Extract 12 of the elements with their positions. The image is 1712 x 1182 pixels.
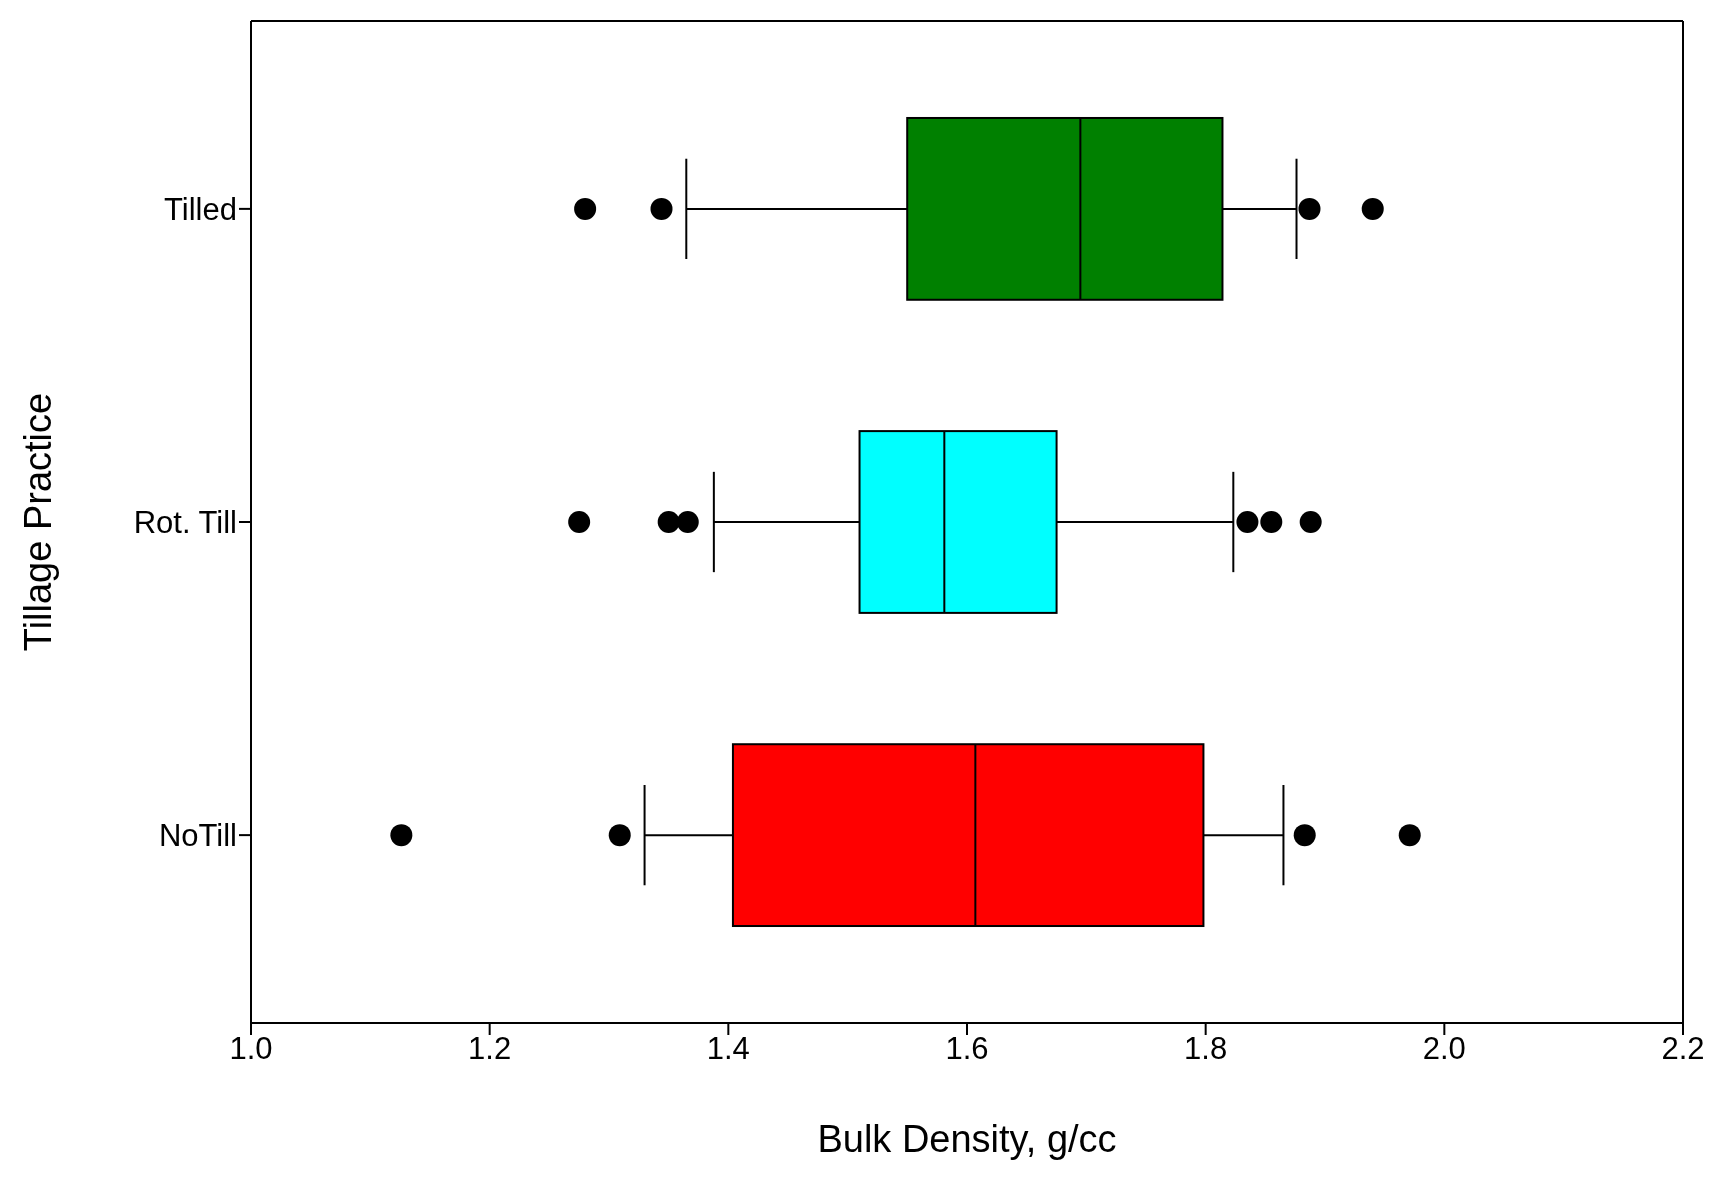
y-tick-label: NoTill [158, 818, 237, 854]
y-tick-label: Rot. Till [133, 505, 237, 541]
x-tick-label: 2.2 [1661, 1031, 1705, 1067]
y-axis-title: Tillage Practice [17, 392, 60, 652]
x-tick-label: 1.8 [1184, 1031, 1228, 1067]
x-tick-label: 1.0 [229, 1031, 273, 1067]
y-tick-label: Tilled [164, 191, 237, 227]
x-tick-label: 1.2 [468, 1031, 512, 1067]
x-axis-title: Bulk Density, g/cc [817, 1118, 1117, 1160]
x-tick-label: 1.4 [706, 1031, 750, 1067]
x-tick-label: 2.0 [1422, 1031, 1466, 1067]
x-tick-label: 1.6 [945, 1031, 989, 1067]
